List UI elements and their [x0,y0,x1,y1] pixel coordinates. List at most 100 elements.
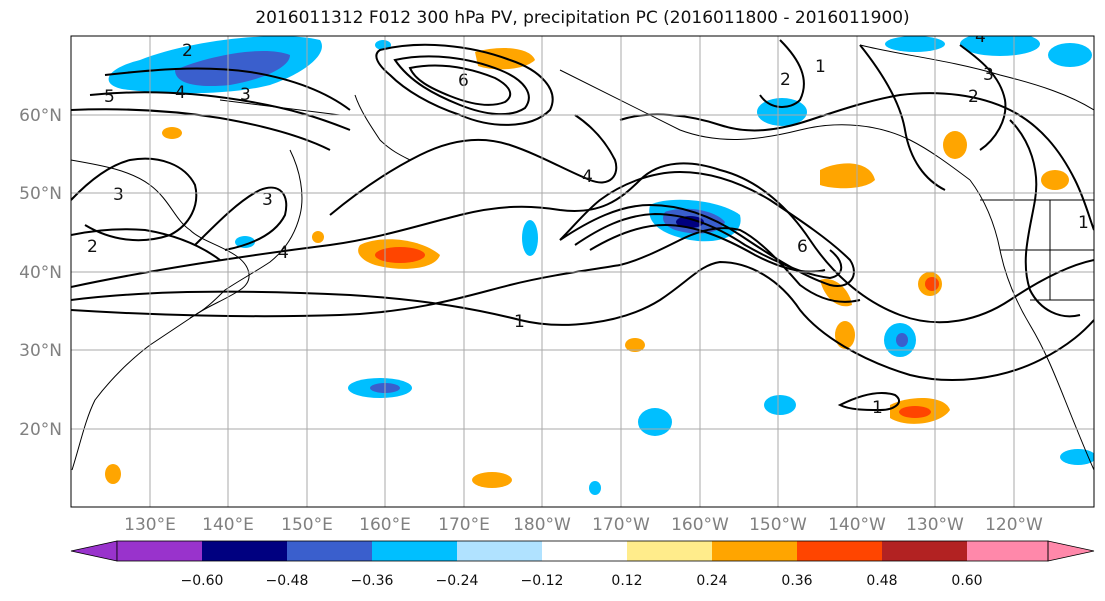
colorbar-segment [712,541,797,561]
colorbar-segment [882,541,967,561]
pv-contours [71,39,1094,412]
pv-contour-4 [559,170,855,287]
negative-precip-area [1048,43,1092,67]
positive-precip-area [835,321,855,349]
negative-precip-area [235,236,255,248]
negative-precip-area [1060,449,1094,465]
contour-label: 1 [815,57,826,77]
colorbar-segment [372,541,457,561]
contour-label: 1 [872,398,883,418]
contour-label: 4 [582,167,593,187]
contour-label: 2 [780,70,791,90]
colorbar-tick-label: 0.12 [611,573,642,589]
contour-label: 2 [968,87,979,107]
colorbar: −0.60 −0.48 −0.36 −0.24 −0.12 0.12 0.24 … [70,540,1095,589]
latitude-labels: 60°N 50°N 40°N 30°N 20°N [19,106,62,440]
lon-label: 140°E [202,515,254,535]
lon-label: 180°W [513,515,571,535]
contour-label: 5 [104,87,115,107]
positive-precip-area [925,277,939,291]
north-coast [859,44,1094,111]
negative-precip-area [885,36,945,52]
contour-label: 4 [175,83,186,103]
pv-contour-2 [71,162,1094,324]
negative-precip-area [960,36,1040,56]
negative-precip-area [757,98,807,126]
lon-label: 170°E [438,515,490,535]
pv-contour-13 [71,157,198,242]
asia-coastline [71,159,250,471]
negative-precip-area [175,50,290,87]
contour-label-group: 2 5 4 3 6 3 2 4 1 6 2 3 4 1 1 1 2 4 3 [87,27,1089,418]
lon-label: 140°W [828,515,886,535]
contour-label: 4 [975,27,986,47]
negative-precip-area [589,481,601,495]
negative-precip-area [638,408,672,436]
lon-label: 150°E [281,515,333,535]
coastlines [71,44,1094,471]
colorbar-tick-label: −0.36 [351,573,394,589]
contour-label: 1 [514,312,525,332]
pv-contour-12 [408,64,512,106]
pv-contour-10 [375,43,554,126]
negative-precip-area [896,333,908,347]
contour-label: 2 [182,41,193,61]
gridlines [71,36,1094,507]
japan-coastline [189,149,303,319]
positive-precip-area [820,163,875,189]
colorbar-segment [457,541,542,561]
negative-precip-area [676,216,704,228]
colorbar-segment [967,541,1048,561]
contour-label: 2 [87,237,98,257]
colorbar-tick-label: 0.48 [866,573,897,589]
pv-contour-6 [589,223,826,273]
colorbar-tick-label: −0.60 [181,573,224,589]
negative-precip-area [764,395,796,415]
west-coast [969,179,1094,471]
pv-contour-1 [71,260,1094,381]
colorbar-segment [202,541,287,561]
lon-label: 160°E [359,515,411,535]
lat-label: 20°N [19,420,62,440]
pv-contour-20 [1009,119,1081,318]
colorbar-tick-label: 0.60 [951,573,982,589]
colorbar-segment [627,541,712,561]
contour-label: 1 [1078,213,1089,233]
colorbar-extend-low [70,540,118,562]
colorbar-extend-high [1047,540,1095,562]
positive-precip-area [625,338,645,352]
alaska-coastline [559,69,971,181]
colorbar-segment [117,541,202,561]
pv-contour-11 [393,55,530,116]
lon-label: 170°W [592,515,650,535]
contour-label: 4 [278,243,289,263]
positive-precip-area [105,464,121,484]
lat-label: 60°N [19,106,62,126]
lon-label: 150°W [749,515,807,535]
map-frame [70,35,1095,508]
contour-label: 3 [983,65,994,85]
contour-label: 6 [797,237,808,257]
pv-contour-15 [194,186,288,251]
colorbar-tick-label: −0.48 [266,573,309,589]
colorbar-tick-label: −0.24 [436,573,479,589]
state-borders [1000,200,1094,301]
pv-contour-8 [89,91,351,131]
pv-contour-14 [71,228,221,261]
pv-contour-5 [574,212,843,280]
positive-precip-area [162,127,182,139]
positive-precip-area [899,406,931,418]
pv-contour-21 [837,392,900,412]
lon-label: 130°E [124,515,176,535]
positive-precip-area [312,231,324,243]
lat-label: 30°N [19,341,62,361]
longitude-labels: 130°E 140°E 150°E 160°E 170°E 180°W 170°… [124,515,1043,535]
colorbar-tick-label: −0.12 [521,573,564,589]
contour-label: 3 [262,190,273,210]
pv-contour-19 [959,44,1007,151]
lon-label: 120°W [985,515,1043,535]
contour-label: 3 [240,85,251,105]
pv-contour-16 [329,114,618,216]
pv-contour-22 [859,44,946,191]
